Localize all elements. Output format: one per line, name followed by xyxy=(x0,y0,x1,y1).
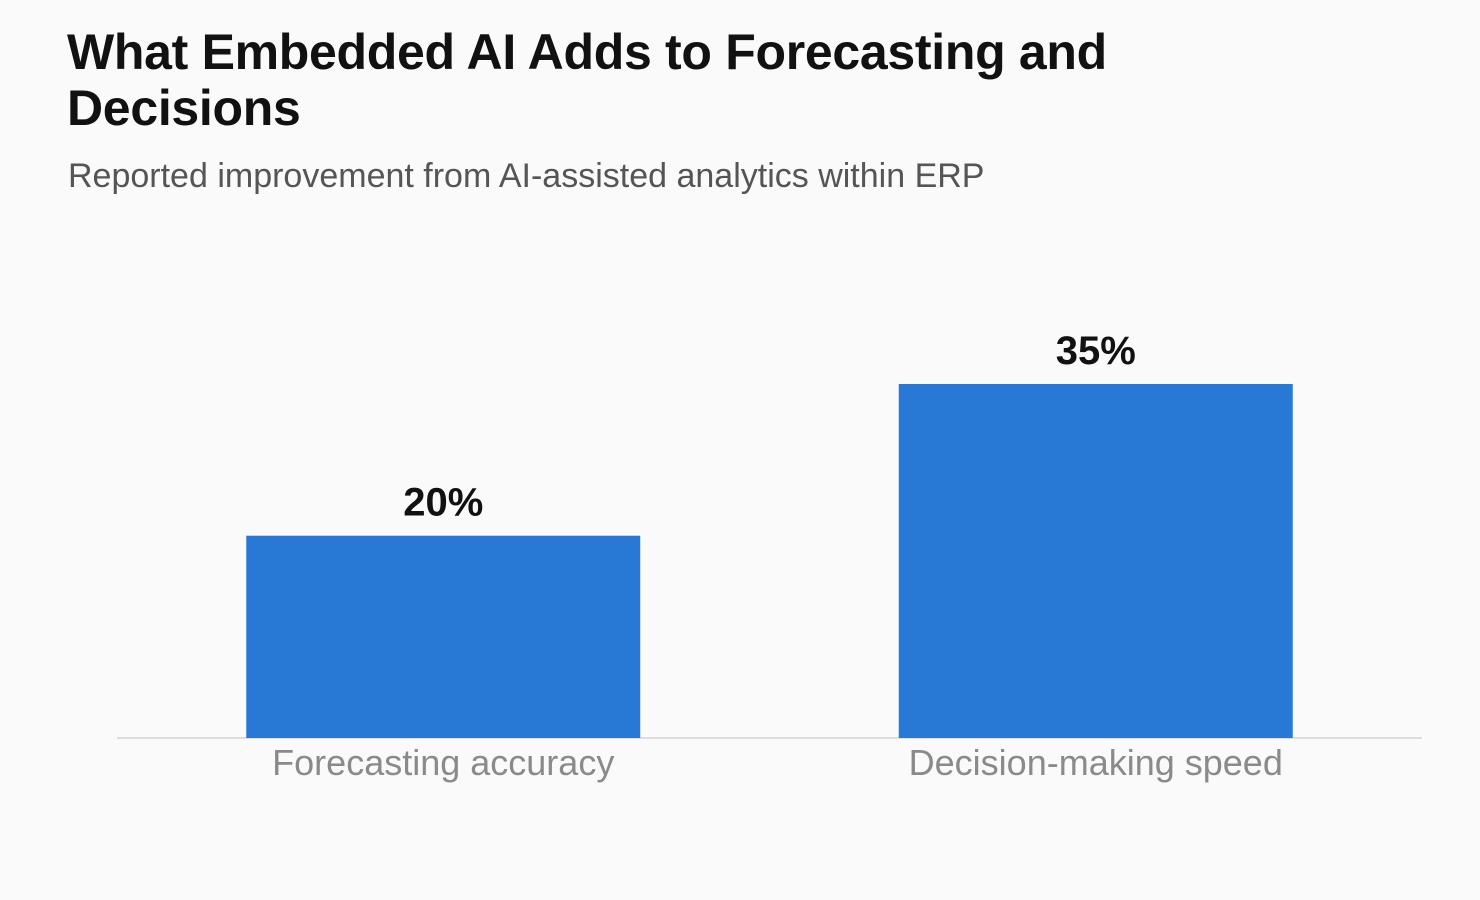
chart-subtitle: Reported improvement from AI-assisted an… xyxy=(68,157,985,195)
bars-layer xyxy=(246,384,1293,738)
chart-title: What Embedded AI Adds to Forecasting and… xyxy=(67,24,1107,136)
category-label: Decision-making speed xyxy=(909,742,1283,783)
category-label: Forecasting accuracy xyxy=(272,742,614,783)
labels-layer: 20% Forecasting accuracy 35% Decision-makin… xyxy=(272,329,1283,783)
bar-forecasting-accuracy xyxy=(246,535,641,738)
bar-value-label: 20% xyxy=(403,481,483,525)
bar-decision-making-speed xyxy=(898,384,1293,738)
bar-value-label: 35% xyxy=(1056,329,1136,373)
